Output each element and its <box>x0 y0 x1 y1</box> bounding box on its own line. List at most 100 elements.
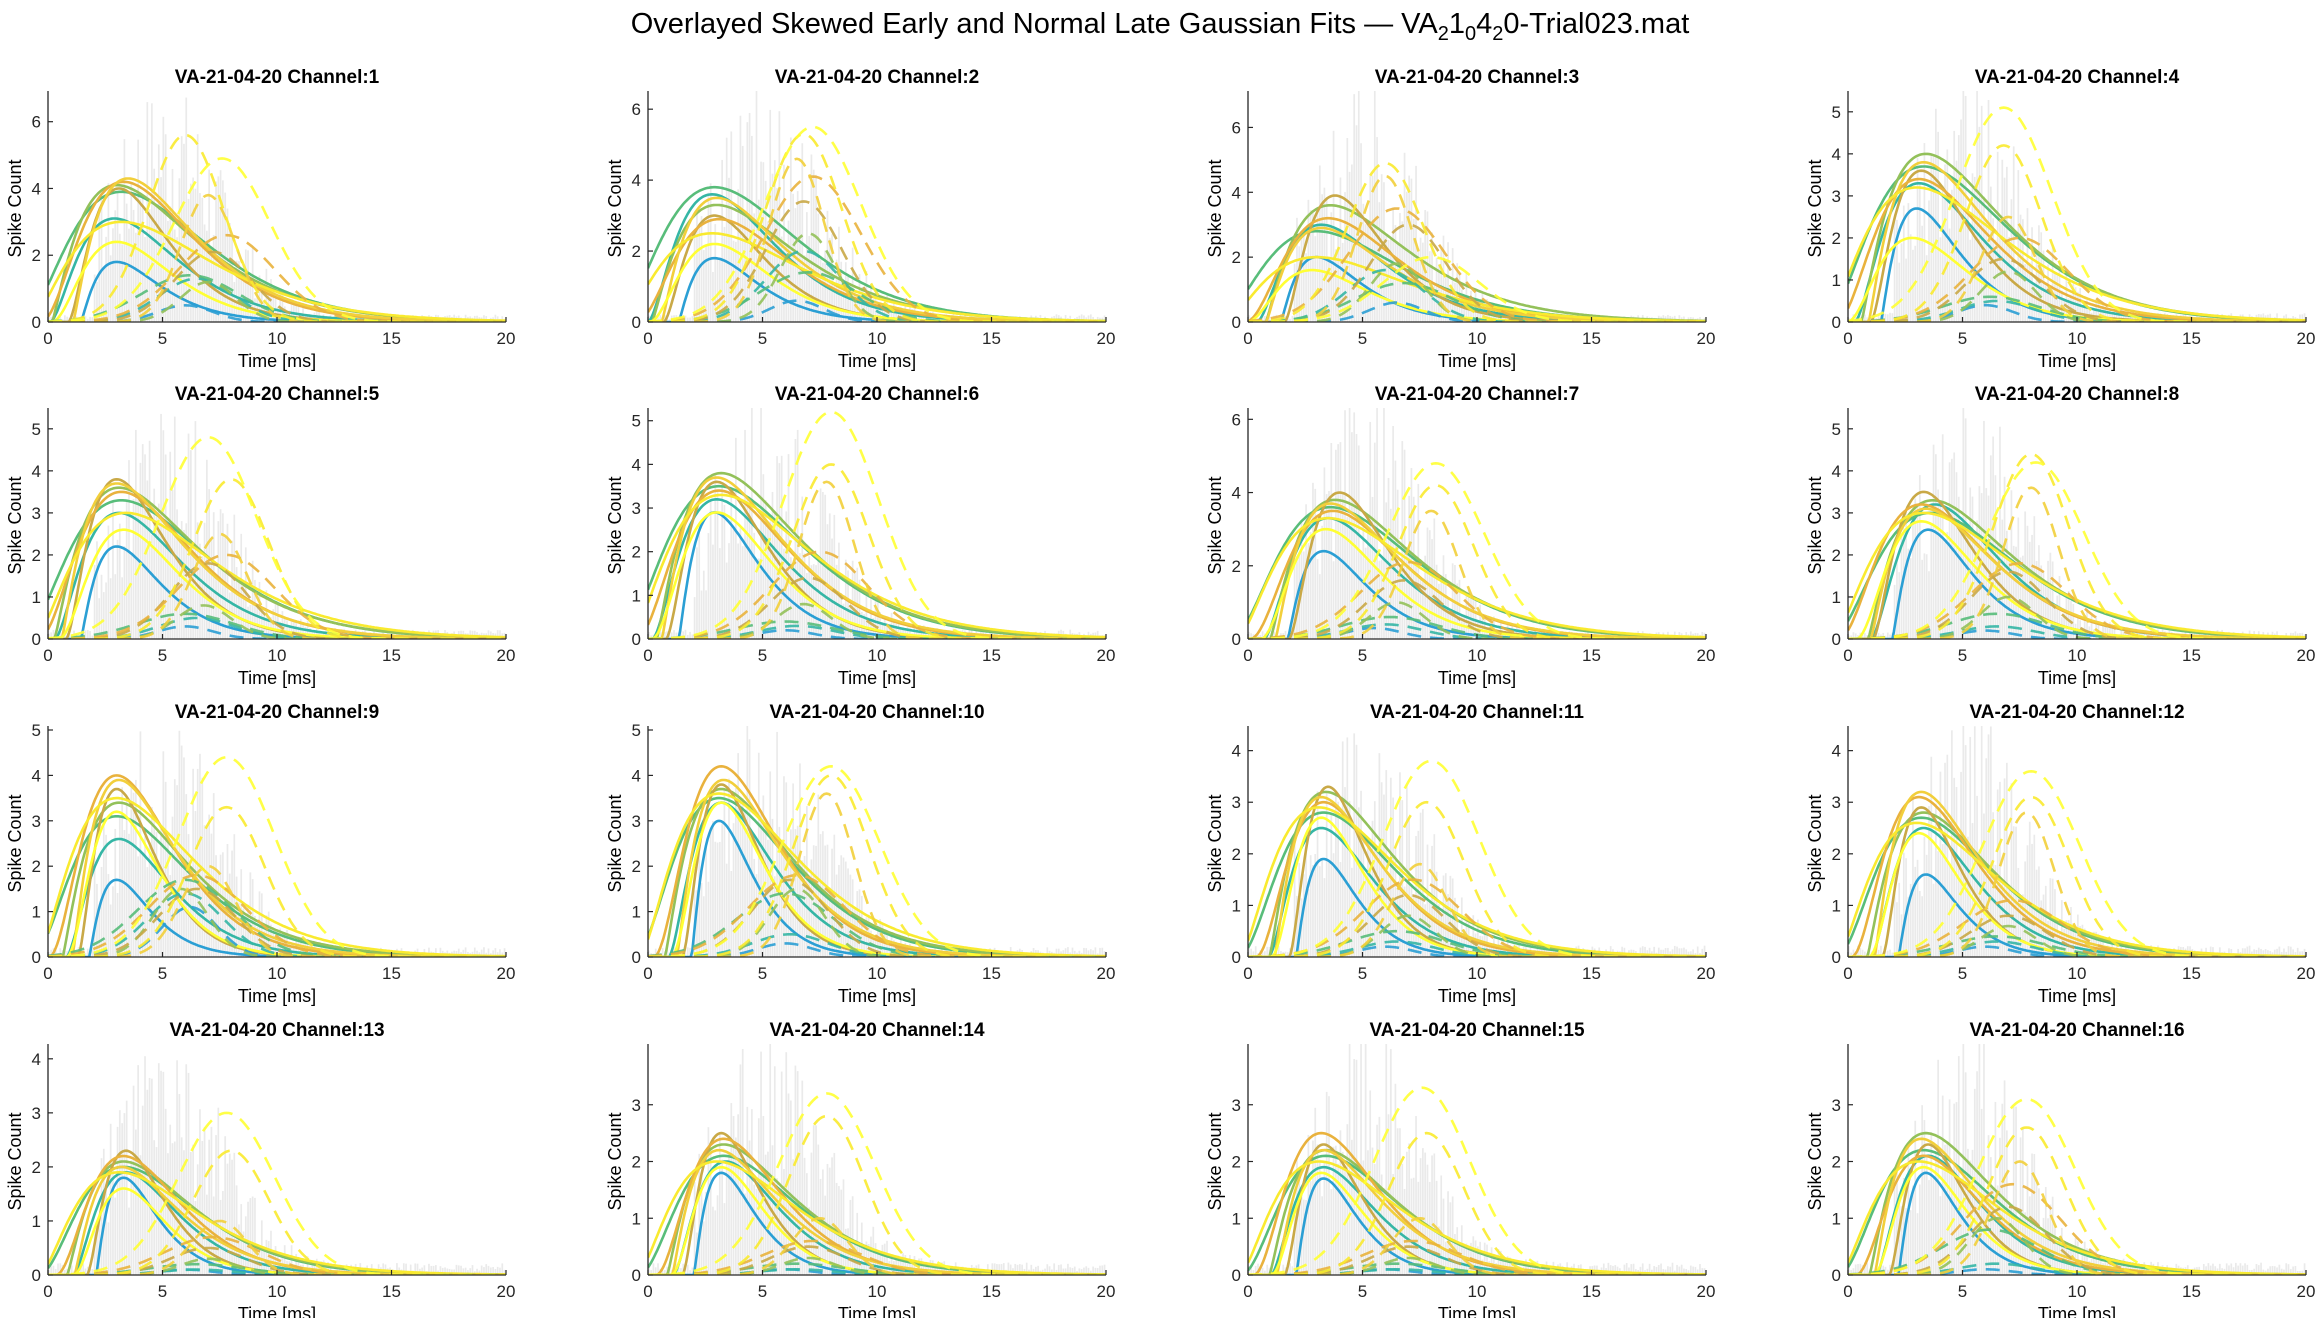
histogram-bar <box>503 948 506 957</box>
histogram-bar <box>272 930 275 957</box>
histogram-bar <box>661 948 664 957</box>
plot-area <box>1248 1044 1706 1275</box>
histogram-bar <box>1449 285 1452 322</box>
histogram-bar <box>224 888 227 957</box>
histogram-bar <box>1850 952 1852 957</box>
histogram-bar <box>1341 1151 1344 1275</box>
early-fit-line <box>1848 507 2306 639</box>
histogram-bar <box>201 1140 204 1275</box>
histogram-bar <box>1401 221 1404 322</box>
histogram-bar <box>838 864 840 957</box>
histogram-bar <box>215 1135 217 1275</box>
early-fit-line <box>648 476 1106 639</box>
histogram-bar <box>448 1268 451 1275</box>
histogram-bar <box>732 240 735 322</box>
histogram-bar <box>1387 240 1390 322</box>
x-tick-label: 15 <box>982 1282 1001 1301</box>
histogram-bar <box>173 779 176 957</box>
histogram-bar <box>721 1159 723 1275</box>
histogram-bar <box>1902 528 1905 639</box>
histogram-bar <box>224 1136 227 1275</box>
histogram-bar <box>1896 560 1898 639</box>
figure-title-suffix: 210420-Trial023.mat <box>1438 8 1690 45</box>
histogram-bar <box>2065 272 2068 322</box>
x-tick-label: 0 <box>43 964 52 983</box>
histogram-bar <box>1305 1200 1307 1275</box>
histogram-bar <box>2228 1265 2230 1275</box>
histogram-bar <box>2244 1263 2246 1275</box>
histogram-bar <box>723 504 726 639</box>
subplot-title: VA-21-04-20 Channel:4 <box>1975 67 2180 88</box>
histogram-bar <box>705 245 707 322</box>
histogram-bar <box>194 1200 197 1275</box>
histogram-bar <box>256 283 259 322</box>
histogram-bar <box>792 562 794 639</box>
x-tick-label: 5 <box>1358 329 1367 348</box>
histogram-bar <box>430 1265 433 1275</box>
x-tick-label: 15 <box>982 646 1001 665</box>
histogram-bar <box>1392 1174 1394 1275</box>
histogram-bar <box>1689 631 1692 639</box>
histogram-bar <box>130 785 133 957</box>
histogram-bar <box>693 1181 696 1275</box>
histogram-bar <box>2269 1266 2272 1275</box>
histogram-bar <box>689 1270 691 1275</box>
histogram-bar <box>1408 817 1410 957</box>
subplot-title: VA-21-04-20 Channel:12 <box>1969 702 2184 723</box>
histogram-bar <box>1302 551 1305 639</box>
histogram-bar <box>1389 508 1392 639</box>
histogram-bar <box>1284 951 1287 957</box>
y-tick-label: 4 <box>632 766 641 785</box>
histogram-bar <box>1973 536 1976 639</box>
histogram-bar <box>1376 137 1378 322</box>
x-axis-label: Time [ms] <box>2038 668 2116 688</box>
histogram-bar <box>902 1253 904 1275</box>
histogram-bar <box>1902 1177 1905 1275</box>
histogram-bar <box>1657 1265 1660 1275</box>
histogram-bar <box>1433 283 1436 322</box>
histogram-bar <box>1332 853 1335 957</box>
histogram-bar <box>1472 596 1475 639</box>
late-fit-line <box>648 132 1106 322</box>
histogram-bar <box>1999 781 2001 957</box>
histogram-bar <box>297 936 300 957</box>
y-axis-label: Spike Count <box>5 159 25 257</box>
histogram-bar <box>226 523 229 639</box>
histogram-bar <box>1408 175 1410 322</box>
histogram-bar <box>183 529 185 639</box>
histogram-bar <box>194 188 197 322</box>
histogram-bar <box>684 1267 687 1275</box>
histogram-bar <box>249 1198 252 1275</box>
histogram-bar <box>1985 488 1988 639</box>
histogram-bar <box>648 1267 650 1275</box>
histogram-bar <box>751 837 753 957</box>
histogram-bar <box>258 891 261 957</box>
histogram-bar <box>1339 442 1342 639</box>
histogram-bar <box>1481 936 1484 957</box>
histogram-bar <box>1896 902 1898 957</box>
histogram-bar <box>2260 1262 2262 1275</box>
x-tick-label: 20 <box>2297 964 2316 983</box>
x-tick-label: 5 <box>758 646 767 665</box>
histogram-bar <box>716 489 719 639</box>
late-fit-line <box>648 1092 1106 1275</box>
histogram-bar <box>1552 945 1555 957</box>
late-fit-line <box>48 274 506 322</box>
histogram-bar <box>741 546 744 639</box>
early-fit-line <box>48 1171 506 1275</box>
histogram-bar <box>783 776 785 957</box>
histogram-bar <box>1676 1264 1678 1275</box>
histogram-bar <box>1266 1264 1269 1275</box>
histogram-bar <box>1458 579 1461 639</box>
histogram-bar <box>1921 896 1923 957</box>
histogram-bar <box>146 480 149 639</box>
histogram-bar <box>1916 859 1919 957</box>
histogram-bar <box>1678 1266 1681 1275</box>
histogram-bar <box>789 137 792 322</box>
histogram-bar <box>206 1194 208 1275</box>
histogram-bar <box>112 886 114 957</box>
histogram-bar <box>1080 314 1083 322</box>
subplot-title: VA-21-04-20 Channel:14 <box>769 1020 984 1041</box>
x-tick-label: 15 <box>382 1282 401 1301</box>
